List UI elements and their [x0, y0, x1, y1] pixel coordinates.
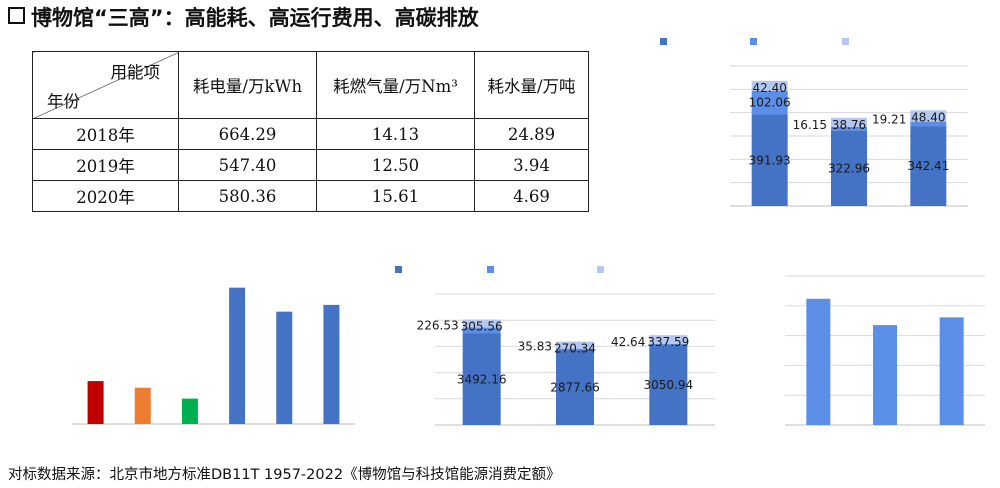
data-label: 322.96 — [828, 161, 870, 175]
bar — [229, 287, 246, 424]
data-label: 226.53 — [417, 319, 459, 333]
bar-segment — [649, 345, 688, 425]
table-cell: 547.40 — [178, 149, 317, 181]
bar-segment — [556, 341, 594, 349]
table-row: 2018年 664.29 14.13 24.89 — [32, 118, 589, 150]
row-year: 2020年 — [32, 180, 179, 212]
corner-top-label: 用能项 — [110, 63, 161, 82]
data-label: 42.40 — [752, 81, 786, 95]
bar — [276, 311, 293, 424]
bar — [939, 317, 964, 425]
legend-swatch — [842, 38, 849, 45]
data-label: 2877.66 — [550, 380, 600, 394]
bar-segment — [910, 126, 947, 206]
bar-segment — [831, 130, 867, 206]
row-year: 2019年 — [32, 149, 179, 181]
data-label: 3492.16 — [457, 372, 507, 386]
unit-area-carbon-chart — [785, 275, 985, 426]
data-label: 3050.94 — [644, 378, 694, 392]
table-cell: 15.61 — [316, 180, 475, 212]
bar-segment — [556, 348, 594, 350]
bar-segment — [831, 126, 867, 131]
source-note: 对标数据来源：北京市地方标准DB11T 1957-2022《博物馆与科技馆能源消… — [8, 467, 561, 483]
data-label: 19.21 — [872, 113, 906, 127]
bar — [323, 304, 340, 424]
row-year: 2018年 — [32, 118, 179, 150]
table-cell: 12.50 — [316, 149, 475, 181]
legend-swatch — [395, 266, 402, 273]
legend-swatch — [750, 38, 757, 45]
bar — [181, 398, 198, 424]
table-cell: 14.13 — [316, 118, 475, 150]
page-title: 博物馆“三高”：高能耗、高运行费用、高碳排放 — [8, 2, 479, 32]
data-label: 16.15 — [793, 118, 827, 132]
bar — [873, 325, 897, 425]
data-label: 48.40 — [911, 110, 945, 124]
bar-segment — [831, 117, 867, 127]
bar — [87, 381, 104, 424]
bar — [134, 387, 151, 424]
table-cell: 580.36 — [178, 180, 317, 212]
table-cell: 4.69 — [474, 180, 589, 212]
table-cell: 3.94 — [474, 149, 589, 181]
table-row: 2019年 547.40 12.50 3.94 — [32, 149, 589, 181]
total-carbon-chart: 3492.16 226.53 305.56 2877.66 35.83 270.34 305… — [395, 266, 715, 426]
table-header-row: 用能项 年份 耗电量/万kWh 耗燃气量/万Nm³ 耗水量/万吨 — [32, 51, 589, 119]
bar-segment — [462, 319, 501, 328]
bar-segment — [751, 80, 788, 91]
bar-segment — [910, 121, 947, 127]
table-row: 2020年 580.36 15.61 4.69 — [32, 180, 589, 212]
bar-segment — [910, 110, 947, 122]
electricity-intensity-chart — [72, 287, 355, 425]
legend-swatch — [597, 266, 604, 273]
bar-segment — [649, 335, 688, 344]
data-label: 305.56 — [461, 320, 503, 334]
data-label: 391.93 — [749, 153, 791, 167]
data-label: 270.34 — [554, 342, 596, 356]
bar — [806, 298, 831, 425]
data-label: 102.06 — [749, 96, 791, 110]
column-header: 耗电量/万kWh — [178, 51, 317, 119]
legend-swatch — [487, 266, 494, 273]
checkbox-square-icon — [8, 7, 25, 24]
table-cell: 24.89 — [474, 118, 589, 150]
table-corner-cell: 用能项 年份 — [32, 51, 179, 119]
bar-segment — [556, 349, 594, 425]
bar-segment — [649, 343, 688, 346]
bar-segment — [751, 114, 788, 206]
page-title-text: 博物馆“三高”：高能耗、高运行费用、高碳排放 — [31, 6, 479, 30]
column-header: 耗水量/万吨 — [474, 51, 589, 119]
legend-swatch — [660, 38, 667, 45]
data-label: 35.83 — [518, 340, 552, 354]
energy-consumption-table: 用能项 年份 耗电量/万kWh 耗燃气量/万Nm³ 耗水量/万吨 2018年 6… — [32, 51, 589, 212]
corner-bottom-label: 年份 — [47, 92, 80, 111]
data-label: 337.59 — [647, 335, 689, 349]
bar-segment — [751, 90, 788, 115]
column-header: 耗燃气量/万Nm³ — [316, 51, 475, 119]
table-cell: 664.29 — [178, 118, 317, 150]
data-label: 42.64 — [611, 335, 645, 349]
bar-segment — [462, 333, 501, 425]
data-label: 38.76 — [832, 118, 866, 132]
bar-segment — [462, 327, 501, 334]
data-label: 342.41 — [907, 159, 949, 173]
